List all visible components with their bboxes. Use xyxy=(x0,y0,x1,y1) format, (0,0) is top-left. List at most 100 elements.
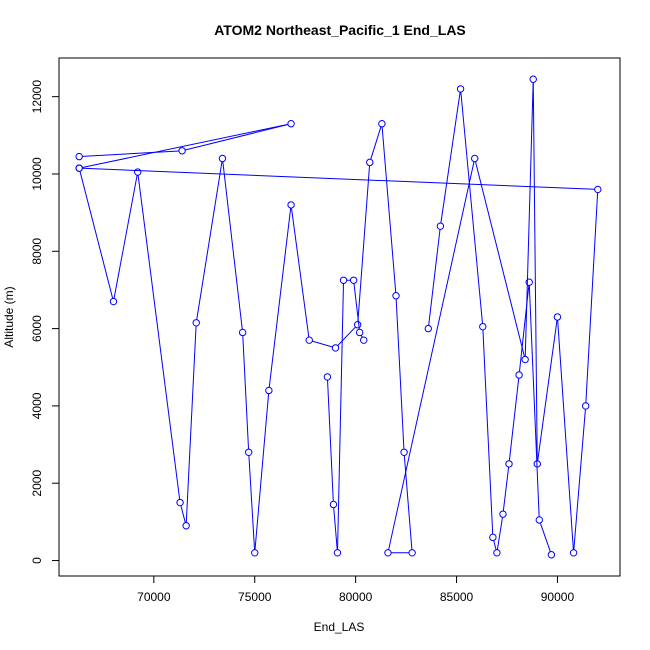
series-3-point xyxy=(505,460,513,468)
series-3-segment xyxy=(493,540,497,550)
series-3-point xyxy=(489,533,497,542)
series-1-point xyxy=(378,120,386,128)
series-1-segment xyxy=(79,171,114,299)
series-1-point xyxy=(176,498,184,507)
y-tick-label: 10000 xyxy=(30,157,44,191)
series-1-point xyxy=(305,336,313,344)
series-1-point xyxy=(533,460,541,468)
series-1-point xyxy=(331,344,340,352)
series-2-point xyxy=(360,336,368,344)
series-1-point xyxy=(244,448,253,456)
series-1-segment xyxy=(573,409,586,550)
series-3-point xyxy=(535,516,543,524)
series-1-segment xyxy=(537,320,558,461)
series-1-point xyxy=(529,75,537,83)
series-3-segment xyxy=(502,467,510,512)
series-1-point xyxy=(400,448,408,456)
series-1-segment xyxy=(185,325,197,523)
series-1-point xyxy=(238,328,247,337)
series-1-segment xyxy=(370,126,382,160)
series-3-point xyxy=(424,324,432,333)
series-1-segment xyxy=(248,455,256,550)
series-1-point xyxy=(265,386,273,395)
series-1-point xyxy=(182,522,190,530)
series-1-segment xyxy=(474,161,525,357)
series-1-segment xyxy=(524,82,534,357)
series-1-segment xyxy=(557,320,574,550)
y-tick-label: 2000 xyxy=(30,470,44,497)
y-axis: 0 2000 4000 6000 8000 10000 12000 xyxy=(30,80,60,564)
series-3-segment xyxy=(428,229,441,326)
series-1-point xyxy=(287,120,295,128)
series-3-point xyxy=(493,549,501,557)
series-3-point xyxy=(436,222,445,230)
series-3-segment xyxy=(508,378,520,461)
series-3-segment xyxy=(440,92,461,224)
series-1-point xyxy=(594,185,602,194)
series-1-point xyxy=(251,549,259,557)
series-1-point xyxy=(218,154,227,163)
series-1-segment xyxy=(388,161,475,550)
series-1-point xyxy=(134,168,142,176)
series-3-segment xyxy=(539,522,551,552)
series-2-point xyxy=(349,276,358,284)
series-1-segment xyxy=(196,161,223,320)
x-axis-label: End_LAS xyxy=(314,620,365,634)
series-1-segment xyxy=(268,208,292,388)
series-3-segment xyxy=(460,92,483,324)
y-tick-label: 0 xyxy=(30,557,44,564)
series-2-segment xyxy=(327,380,334,502)
series-1-segment xyxy=(185,124,289,151)
series-2-point xyxy=(339,276,348,284)
y-axis-label: Altitude (m) xyxy=(2,286,16,347)
series-3-segment xyxy=(482,329,494,535)
series-1-segment xyxy=(532,82,538,461)
series-1-segment xyxy=(137,175,181,500)
series-1-segment xyxy=(403,455,413,550)
series-1-segment xyxy=(113,175,138,299)
series-1-point xyxy=(569,549,578,557)
series-2-point xyxy=(355,328,364,337)
series-points xyxy=(75,75,602,559)
y-tick-label: 12000 xyxy=(30,80,44,114)
series-3-segment xyxy=(528,285,540,517)
x-tick-label: 75000 xyxy=(238,590,272,604)
series-3-point xyxy=(515,371,523,379)
series-2-point xyxy=(333,549,342,557)
series-lines xyxy=(79,82,599,554)
series-1-segment xyxy=(357,165,371,322)
series-1-point xyxy=(287,201,295,209)
series-1-segment xyxy=(395,298,405,450)
series-3-point xyxy=(547,551,556,559)
chart-title: ATOM2 Northeast_Pacific_1 End_LAS xyxy=(214,22,466,38)
series-1-point xyxy=(521,355,529,364)
series-2-point xyxy=(323,373,332,381)
x-axis: 70000 75000 80000 85000 90000 xyxy=(137,575,575,604)
series-1-point xyxy=(408,549,416,557)
x-tick-label: 90000 xyxy=(541,590,575,604)
series-2-segment xyxy=(337,283,344,550)
series-3-point xyxy=(525,278,533,286)
series-1-point xyxy=(75,164,83,172)
series-1-segment xyxy=(381,126,397,293)
y-tick-label: 8000 xyxy=(30,238,44,265)
series-3-point xyxy=(499,510,507,518)
series-3-segment xyxy=(496,517,503,550)
series-1-point xyxy=(392,292,400,300)
series-1-point xyxy=(75,152,83,161)
y-tick-label: 6000 xyxy=(30,315,44,342)
series-3-segment xyxy=(518,285,530,372)
series-1-point xyxy=(581,402,590,410)
series-1-segment xyxy=(290,208,310,338)
x-tick-label: 80000 xyxy=(339,590,373,604)
x-tick-label: 70000 xyxy=(137,590,171,604)
series-1-segment xyxy=(312,340,333,348)
series-1-point xyxy=(353,321,362,329)
series-1-segment xyxy=(180,505,186,523)
series-3-point xyxy=(456,85,465,93)
series-1-segment xyxy=(254,393,270,550)
series-1-segment xyxy=(82,150,179,157)
series-1-segment xyxy=(82,167,595,190)
series-1-segment xyxy=(242,335,250,450)
